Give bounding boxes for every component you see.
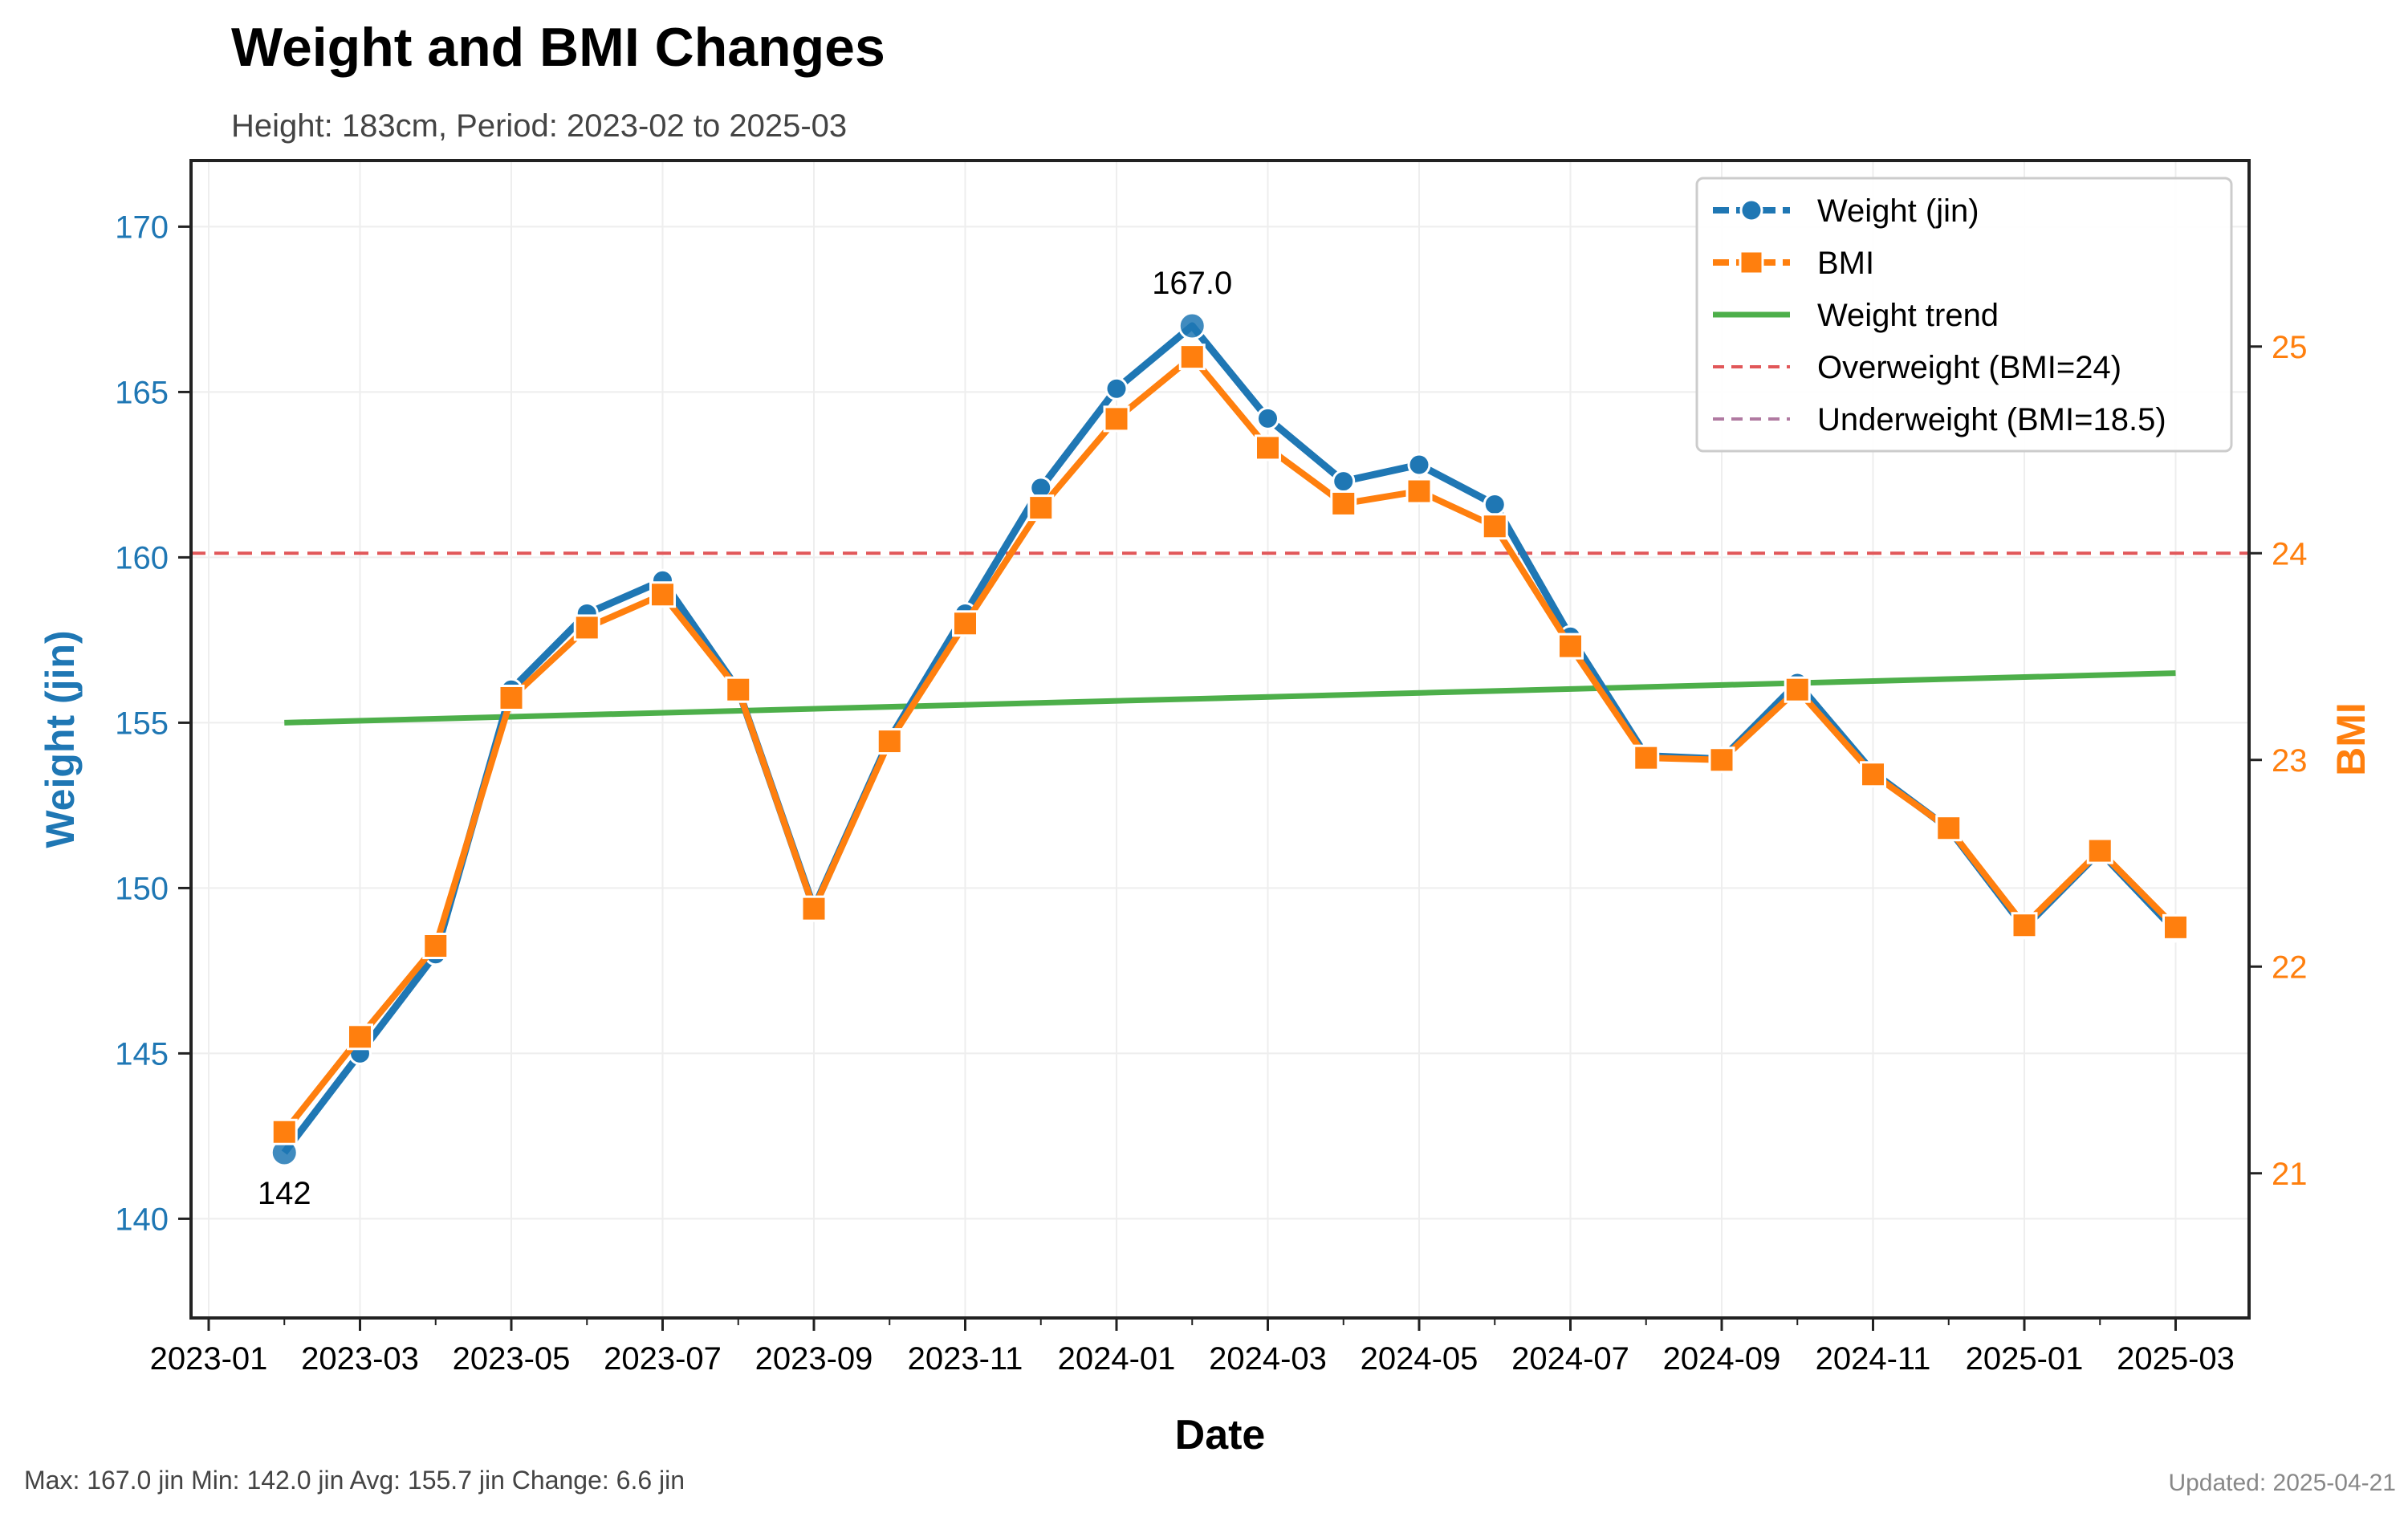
y-tick-label-right: 23: [2272, 743, 2308, 779]
footer-updated: Updated: 2025-04-21: [2168, 1470, 2396, 1496]
chart-title: Weight and BMI Changes: [231, 17, 885, 78]
x-tick-label: 2024-11: [1816, 1341, 1931, 1377]
legend-label: BMI: [1817, 246, 1874, 281]
bmi-point: [2162, 913, 2189, 941]
weight-point: [1483, 492, 1507, 516]
legend-label: Weight (jin): [1817, 193, 1979, 229]
legend-label: Overweight (BMI=24): [1817, 350, 2121, 385]
legend-label: Underweight (BMI=18.5): [1817, 402, 2166, 437]
bmi-point: [498, 685, 525, 711]
x-tick-label: 2024-09: [1663, 1341, 1781, 1377]
bmi-point: [725, 676, 752, 703]
y-tick-label-left: 140: [115, 1202, 169, 1237]
left-axis: 140 145 150 155 160 165 170: [115, 209, 191, 1237]
bmi-point: [1330, 490, 1357, 517]
x-tick-label: 2025-03: [2117, 1341, 2235, 1377]
bmi-point: [876, 728, 903, 755]
weight-point: [1104, 376, 1129, 401]
bmi-point: [1633, 744, 1660, 771]
y-axis-label-right: BMI: [2329, 702, 2373, 776]
x-tick-label: 2023-05: [453, 1341, 571, 1377]
y-tick-label-right: 24: [2272, 536, 2308, 571]
bmi-point: [952, 610, 978, 637]
legend: Weight (jin) BMI Weight trend Overweight (B…: [1695, 177, 2233, 453]
x-axis-label: Date: [1175, 1412, 1266, 1458]
y-tick-label-left: 155: [115, 706, 169, 741]
legend-box: [1695, 177, 2233, 453]
y-tick-label-right: 21: [2272, 1157, 2308, 1192]
bmi-point: [2011, 912, 2038, 939]
bmi-point: [1178, 344, 1206, 371]
x-tick-label: 2024-01: [1058, 1341, 1176, 1377]
bmi-point: [1935, 815, 1963, 842]
footer-stats: Max: 167.0 jin Min: 142.0 jin Avg: 155.7…: [24, 1466, 685, 1495]
x-tick-label: 2023-11: [908, 1341, 1023, 1377]
bmi-point: [1860, 761, 1886, 788]
x-tick-label: 2024-05: [1361, 1341, 1479, 1377]
y-tick-label-left: 150: [115, 871, 169, 906]
trend-line: [284, 670, 2176, 726]
weight-point: [1332, 470, 1356, 494]
bmi-point: [270, 1118, 298, 1145]
x-tick-label: 2024-07: [1511, 1341, 1629, 1377]
x-tick-label: 2025-01: [1966, 1341, 2084, 1377]
bmi-point: [347, 1023, 373, 1051]
data-label: 167.0: [1152, 266, 1232, 301]
legend-marker-circle: [1739, 198, 1763, 222]
plot-frame: [189, 159, 2251, 1320]
bmi-point: [422, 933, 449, 959]
x-axis: 2023-01 2023-03 2023-05 2023-07 2023-09 2023-…: [150, 1318, 2235, 1377]
y-tick-label-right: 25: [2272, 330, 2308, 365]
bmi-point: [1557, 632, 1584, 660]
x-tick-label: 2023-01: [150, 1341, 268, 1377]
weight-point: [1256, 406, 1279, 430]
x-tick-label: 2024-03: [1209, 1341, 1327, 1377]
bmi-point: [1784, 676, 1811, 703]
bmi-point: [800, 895, 828, 922]
bmi-series: [270, 344, 2189, 1145]
chart-subtitle: Height: 183cm, Period: 2023-02 to 2025-0…: [231, 108, 847, 144]
x-tick-label: 2023-03: [301, 1341, 419, 1377]
bmi-point: [1481, 513, 1508, 540]
bmi-point: [1708, 746, 1735, 774]
x-tick-label: 2023-09: [755, 1341, 873, 1377]
bmi-point: [2086, 837, 2113, 864]
weight-point: [1407, 453, 1431, 477]
x-tick-label: 2023-07: [604, 1341, 722, 1377]
bmi-point: [1103, 405, 1130, 433]
bmi-point: [1255, 434, 1281, 462]
bmi-point: [1405, 478, 1433, 505]
y-axis-label-left: Weight (jin): [38, 630, 83, 848]
bmi-point: [649, 581, 676, 608]
bmi-point: [1027, 494, 1055, 522]
y-tick-label-left: 165: [115, 375, 169, 410]
y-tick-label-left: 145: [115, 1036, 169, 1072]
y-tick-label-right: 22: [2272, 950, 2308, 985]
data-label: 142: [258, 1176, 311, 1211]
bmi-line: [282, 353, 2178, 1134]
weight-point: [1178, 311, 1206, 340]
bmi-point: [573, 614, 600, 641]
trend-layer: [284, 670, 2176, 726]
y-tick-label-left: 170: [115, 209, 169, 245]
annotations: 167.0 142: [258, 266, 1232, 1211]
right-axis: 21 22 23 24 25: [2249, 330, 2308, 1192]
legend-marker-square: [1739, 250, 1764, 275]
legend-label: Weight trend: [1817, 298, 1999, 333]
y-tick-label-left: 160: [115, 540, 169, 576]
